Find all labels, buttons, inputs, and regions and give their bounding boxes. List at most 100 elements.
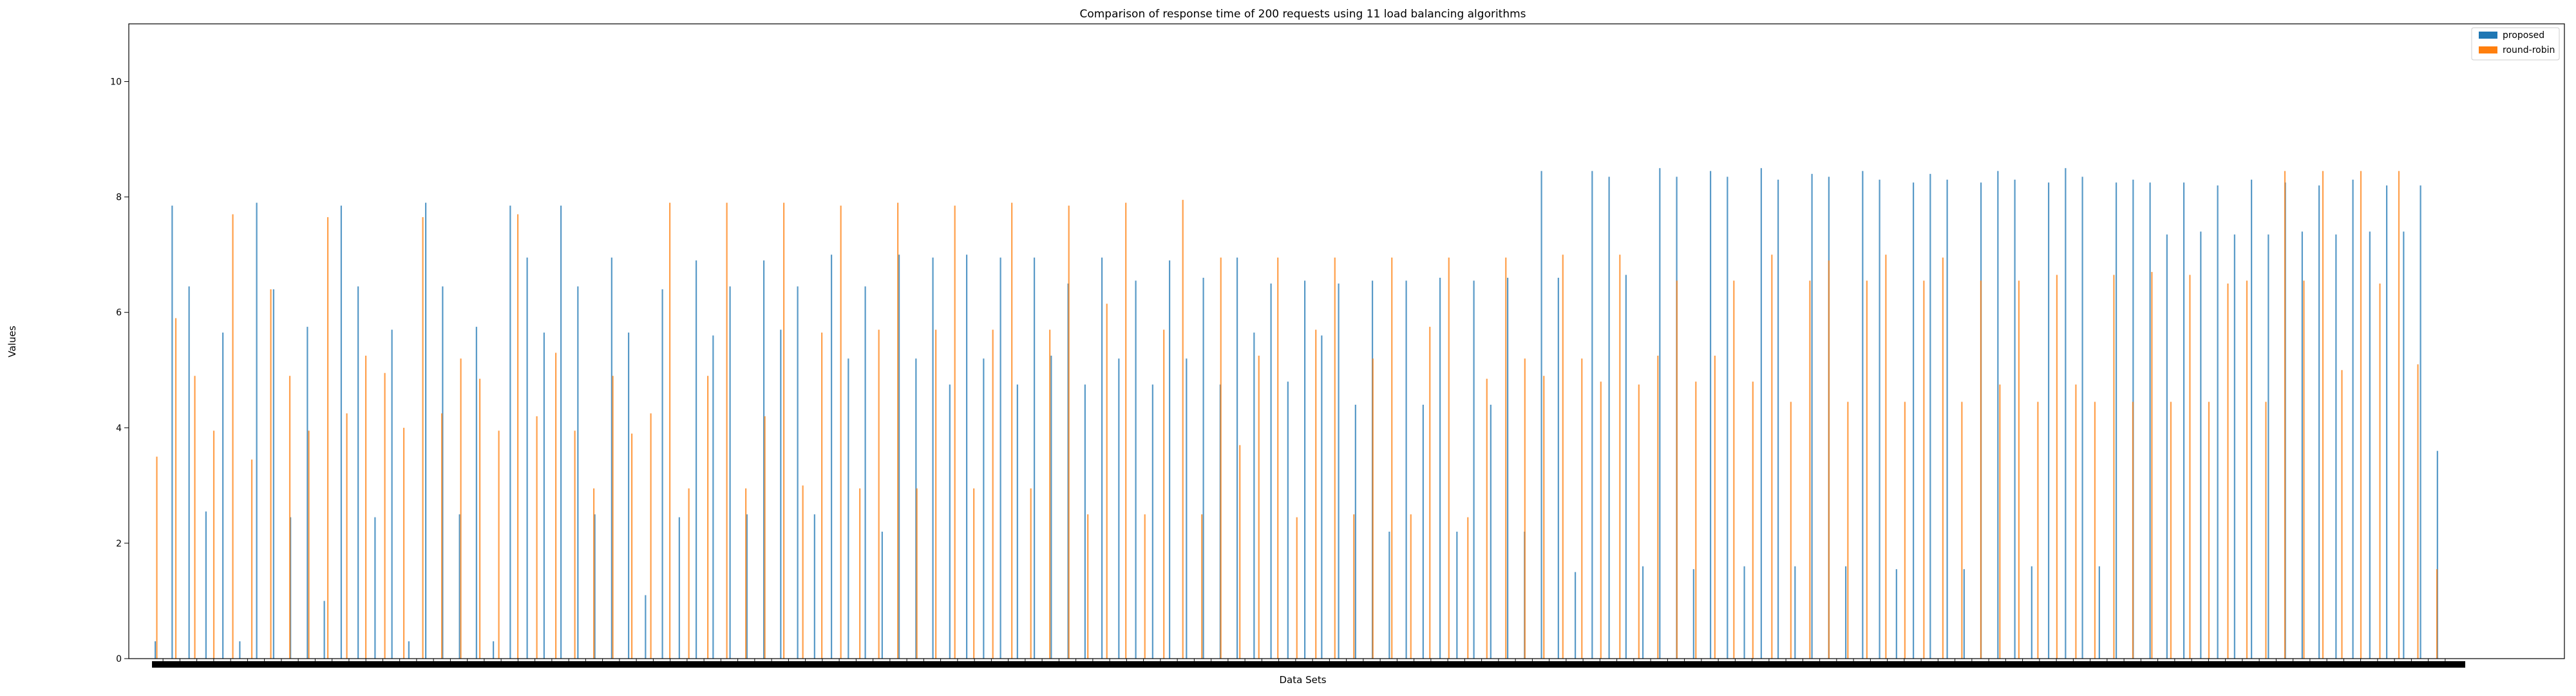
bar-round-robin — [1695, 382, 1697, 659]
bar-proposed — [425, 202, 427, 659]
bar-round-robin — [1524, 358, 1526, 659]
bar-round-robin — [2132, 401, 2134, 659]
bar-proposed — [746, 514, 748, 659]
x-axis — [152, 659, 2465, 668]
bar-proposed — [1016, 384, 1018, 659]
bar-proposed — [1692, 569, 1694, 659]
bar-proposed — [2166, 234, 2168, 659]
bar-proposed — [1591, 171, 1593, 659]
bar-proposed — [1388, 532, 1390, 659]
bar-proposed — [932, 257, 934, 659]
bar-round-robin — [175, 318, 177, 659]
bar-round-robin — [1847, 401, 1849, 659]
bar-proposed — [1050, 355, 1052, 659]
bar-proposed — [256, 202, 258, 659]
bar-round-robin — [669, 202, 671, 659]
bar-round-robin — [992, 329, 994, 659]
bar-round-robin — [536, 416, 538, 659]
bar-proposed — [678, 517, 680, 659]
plot-frame — [128, 23, 2565, 659]
bar-round-robin — [1296, 517, 1298, 659]
bar-proposed — [1236, 257, 1238, 659]
bar-proposed — [1270, 283, 1272, 659]
bar-proposed — [222, 333, 224, 659]
bar-round-robin — [1486, 378, 1488, 659]
x-tick-label-band — [152, 661, 2465, 668]
bar-round-robin — [1258, 355, 1260, 659]
bar-proposed — [864, 286, 866, 659]
bar-proposed — [915, 358, 917, 659]
bar-proposed — [1135, 280, 1137, 659]
bar-proposed — [1963, 569, 1965, 659]
bar-round-robin — [1049, 329, 1051, 659]
bar-proposed — [171, 206, 173, 659]
bar-proposed — [357, 286, 359, 659]
bar-proposed — [2369, 231, 2371, 659]
bar-proposed — [712, 335, 714, 659]
bar-proposed — [205, 511, 207, 659]
bar-round-robin — [1771, 255, 1773, 659]
bar-proposed — [1642, 566, 1644, 659]
y-tick-label: 8 — [116, 193, 122, 203]
bar-round-robin — [650, 413, 652, 659]
bar-round-robin — [1125, 202, 1127, 659]
bar-round-robin — [384, 372, 386, 659]
bar-proposed — [1760, 168, 1762, 659]
bar-proposed — [1575, 572, 1577, 659]
bar-round-robin — [232, 214, 234, 659]
bar-round-robin — [1410, 514, 1412, 659]
bar-proposed — [509, 206, 511, 659]
bar-proposed — [526, 257, 528, 659]
bar-round-robin — [897, 202, 899, 659]
bar-round-robin — [1562, 255, 1564, 659]
bar-round-robin — [612, 376, 614, 659]
bar-proposed — [2403, 231, 2405, 659]
bar-proposed — [2301, 231, 2303, 659]
bar-proposed — [1287, 382, 1289, 659]
bar-round-robin — [440, 413, 443, 659]
bar-round-robin — [1676, 280, 1678, 659]
bar-round-robin — [1144, 514, 1146, 659]
bar-round-robin — [1277, 257, 1279, 659]
bar-round-robin — [1600, 382, 1602, 659]
bar-round-robin — [402, 427, 405, 659]
bar-proposed — [763, 260, 765, 659]
bar-proposed — [2048, 182, 2050, 659]
bar-proposed — [543, 333, 545, 659]
bar-round-robin — [516, 214, 519, 659]
bar-round-robin — [1923, 280, 1925, 659]
bar-round-robin — [1448, 257, 1450, 659]
bar-round-robin — [327, 217, 329, 659]
bar-round-robin — [1239, 445, 1241, 659]
bar-proposed — [459, 514, 460, 659]
bar-proposed — [2014, 179, 2016, 659]
bar-proposed — [340, 206, 342, 659]
bar-proposed — [898, 255, 900, 659]
bar-round-robin — [1828, 260, 1830, 659]
bar-proposed — [1811, 173, 1813, 659]
bar-proposed — [1304, 280, 1306, 659]
bar-round-robin — [1581, 358, 1583, 659]
bar-round-robin — [2360, 171, 2362, 659]
bar-proposed — [2081, 177, 2083, 659]
bar-round-robin — [859, 488, 861, 659]
bar-proposed — [1710, 171, 1712, 659]
bar-proposed — [2149, 182, 2151, 659]
bar-proposed — [2200, 231, 2202, 659]
bar-round-robin — [954, 206, 956, 659]
x-axis-label: Data Sets — [1279, 674, 1326, 686]
bar-round-robin — [2151, 272, 2153, 659]
bar-round-robin — [1752, 382, 1754, 659]
bar-proposed — [1084, 384, 1086, 659]
bar-proposed — [1929, 173, 1931, 659]
y-tick-label: 0 — [116, 654, 122, 664]
bar-proposed — [2420, 185, 2421, 659]
legend-swatch-round-robin — [2479, 46, 2497, 53]
bar-proposed — [2436, 450, 2438, 659]
bar-proposed — [1202, 278, 1204, 659]
chart-title: Comparison of response time of 200 reque… — [1079, 8, 1526, 21]
bar-round-robin — [1790, 401, 1792, 659]
bar-proposed — [1151, 384, 1153, 659]
bar-round-robin — [631, 433, 633, 659]
